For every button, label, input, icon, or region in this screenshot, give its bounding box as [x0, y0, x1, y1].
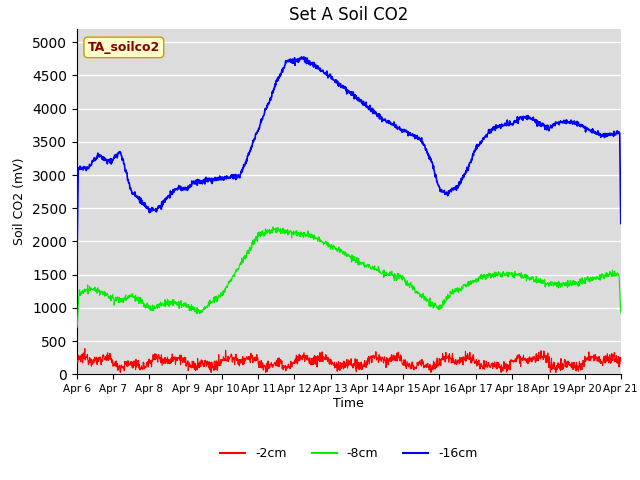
Y-axis label: Soil CO2 (mV): Soil CO2 (mV) [13, 158, 26, 245]
Legend: -2cm, -8cm, -16cm: -2cm, -8cm, -16cm [215, 442, 483, 465]
X-axis label: Time: Time [333, 397, 364, 410]
Title: Set A Soil CO2: Set A Soil CO2 [289, 6, 408, 24]
Text: TA_soilco2: TA_soilco2 [88, 41, 160, 54]
